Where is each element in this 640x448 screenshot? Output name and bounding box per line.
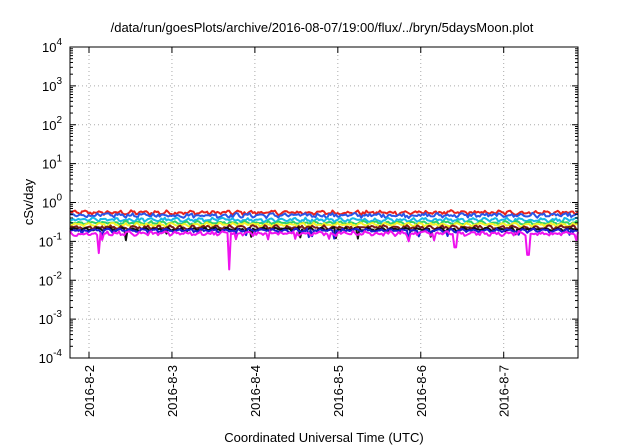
x-axis-label: Coordinated Universal Time (UTC) xyxy=(224,430,423,445)
series-line-3 xyxy=(69,216,579,224)
y-tick-label: 10-3 xyxy=(39,309,63,327)
x-tick-label: 2016-8-6 xyxy=(414,365,429,417)
y-tick-label: 10-4 xyxy=(39,348,63,366)
series-group xyxy=(69,209,579,271)
y-tick-label: 100 xyxy=(42,193,62,211)
series-line-9 xyxy=(69,230,579,271)
x-tick-label: 2016-8-2 xyxy=(82,365,97,417)
series-line-2 xyxy=(69,211,578,220)
x-tick-label: 2016-8-4 xyxy=(248,365,263,417)
grid xyxy=(70,47,578,358)
y-tick-label: 10-2 xyxy=(39,270,63,288)
x-tick-label: 2016-8-3 xyxy=(165,365,180,417)
y-axis: 10-4 10-3 10-2 10-1 100 101 102 103 104 xyxy=(39,37,578,366)
series-line-5 xyxy=(69,221,578,228)
series-line-1 xyxy=(69,209,579,217)
x-tick-label: 2016-8-5 xyxy=(331,365,346,417)
y-tick-label: 103 xyxy=(42,76,62,94)
x-tick-label: 2016-8-7 xyxy=(497,365,512,417)
y-tick-label: 10-1 xyxy=(39,231,63,249)
y-tick-label: 104 xyxy=(42,37,62,55)
chart-title: /data/run/goesPlots/archive/2016-08-07/1… xyxy=(111,20,534,35)
y-axis-label: cSv/day xyxy=(21,178,36,225)
series-line-8 xyxy=(70,227,579,242)
y-tick-label: 102 xyxy=(42,115,62,133)
y-tick-label: 101 xyxy=(42,154,62,172)
x-axis: 2016-8-2 2016-8-3 2016-8-4 2016-8-5 2016-8-6… xyxy=(82,47,512,417)
